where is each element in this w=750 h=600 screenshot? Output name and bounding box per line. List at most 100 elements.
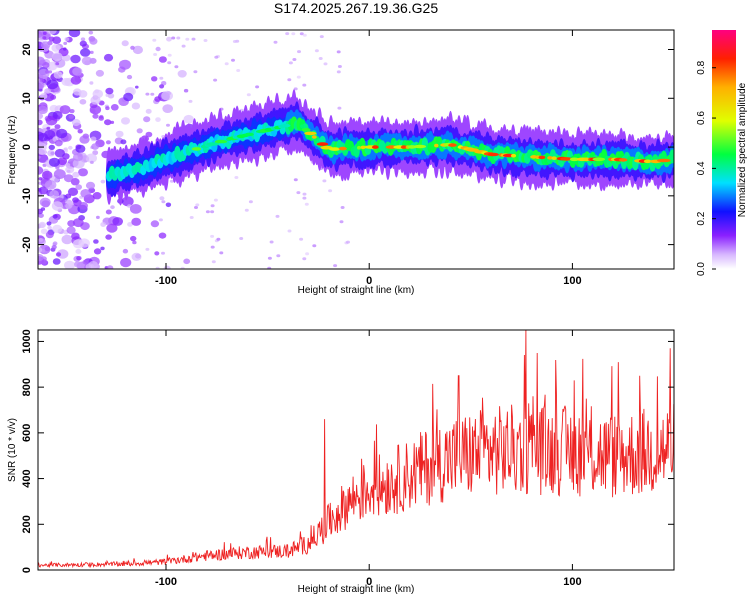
noise-cell [169,179,174,183]
top-x-tick-label: 100 [563,275,581,287]
noise-cell [203,39,208,42]
noise-cell [183,258,191,265]
ridge-cell [669,149,674,164]
noise-cell [273,40,278,44]
ridge-peak-cell [530,155,538,159]
noise-cell [292,58,297,61]
noise-cell [64,37,70,42]
noise-cell [45,231,54,239]
noise-cell [48,144,55,150]
noise-cell [145,92,150,96]
noise-cell [323,62,328,66]
noise-cell [38,30,45,37]
noise-cell [72,171,80,178]
ridge-peak-cell [551,156,557,160]
noise-cell [336,50,341,54]
snr-series-line [38,330,674,569]
noise-cell [161,200,166,204]
noise-cell [54,124,61,130]
ridge-peak-cell [338,146,347,151]
noise-cell [67,187,79,196]
noise-cell [72,239,85,249]
noise-cell [166,123,170,127]
noise-cell [161,135,166,138]
noise-cell [267,256,272,260]
noise-cell [205,210,210,214]
ridge-peak-cell [206,142,220,146]
ridge-peak-cell [357,145,361,150]
bottom-x-ticks: -100 0 100 [155,330,582,588]
colorbar-gradient [712,30,736,269]
noise-cell [105,140,111,145]
noise-cell [47,61,58,71]
noise-cell [244,208,249,212]
noise-cell [340,206,345,209]
noise-cell [76,256,82,261]
noise-cell [153,53,158,56]
noise-cell [155,46,161,52]
noise-cell [299,32,304,36]
noise-cell [155,266,160,269]
noise-cell [130,235,137,242]
noise-cell [122,248,129,254]
noise-cell [161,90,174,101]
noise-cell [92,150,99,156]
noise-cell [47,150,55,157]
noise-cell [52,258,61,265]
noise-cell [158,218,163,222]
noise-cell [38,254,44,262]
noise-cell [119,59,131,70]
noise-cell [67,220,76,227]
noise-cell [105,93,110,97]
noise-cell [339,220,344,224]
noise-cell [57,249,69,259]
noise-cell [319,35,324,39]
noise-cell [314,49,319,53]
noise-cell [145,131,153,138]
noise-cell [275,214,280,218]
noise-cell [210,204,215,208]
ridge-peak-cell [643,159,652,164]
top-y-tick-label: 20 [21,43,33,55]
noise-cell [318,57,323,60]
noise-cell [210,210,215,214]
noise-cell [68,30,81,38]
top-y-tick-label: 0 [21,144,33,150]
noise-cell [46,30,57,35]
noise-cell [51,245,57,250]
noise-cell [188,99,193,103]
colorbar-tick-label: 0.2 [696,211,707,225]
noise-cell [80,48,91,57]
ridge-peak-cell [434,143,439,148]
noise-cell [234,176,239,179]
noise-cell [92,192,102,200]
noise-cell [336,70,341,74]
noise-cell [98,116,104,121]
ridge-peak-cell [244,132,254,137]
ridge-peak-cell [487,152,499,157]
snr-panel: -100 0 100 0 200 400 600 800 1000 Height of str… [7,329,675,595]
noise-cell [299,237,304,241]
noise-cell [305,252,310,256]
noise-cell [78,90,88,98]
noise-cell [180,266,185,269]
noise-cell [193,70,198,74]
noise-cell [167,53,172,57]
noise-cell [176,36,181,40]
noise-cell [65,163,71,168]
noise-cell [38,133,48,142]
noise-cell [75,184,82,190]
noise-cell [70,54,81,64]
bottom-y-tick-label: 0 [21,567,33,573]
noise-cell [90,136,97,142]
noise-cell [285,32,290,36]
bottom-x-tick-label: -100 [155,576,177,588]
noise-cell [162,104,173,113]
noise-cell [63,41,68,46]
noise-cell [216,237,221,241]
noise-cell [92,113,99,119]
noise-cell [38,221,46,228]
ridge-peak-cell [510,153,517,158]
noise-cell [145,247,150,251]
noise-cell [158,56,167,63]
